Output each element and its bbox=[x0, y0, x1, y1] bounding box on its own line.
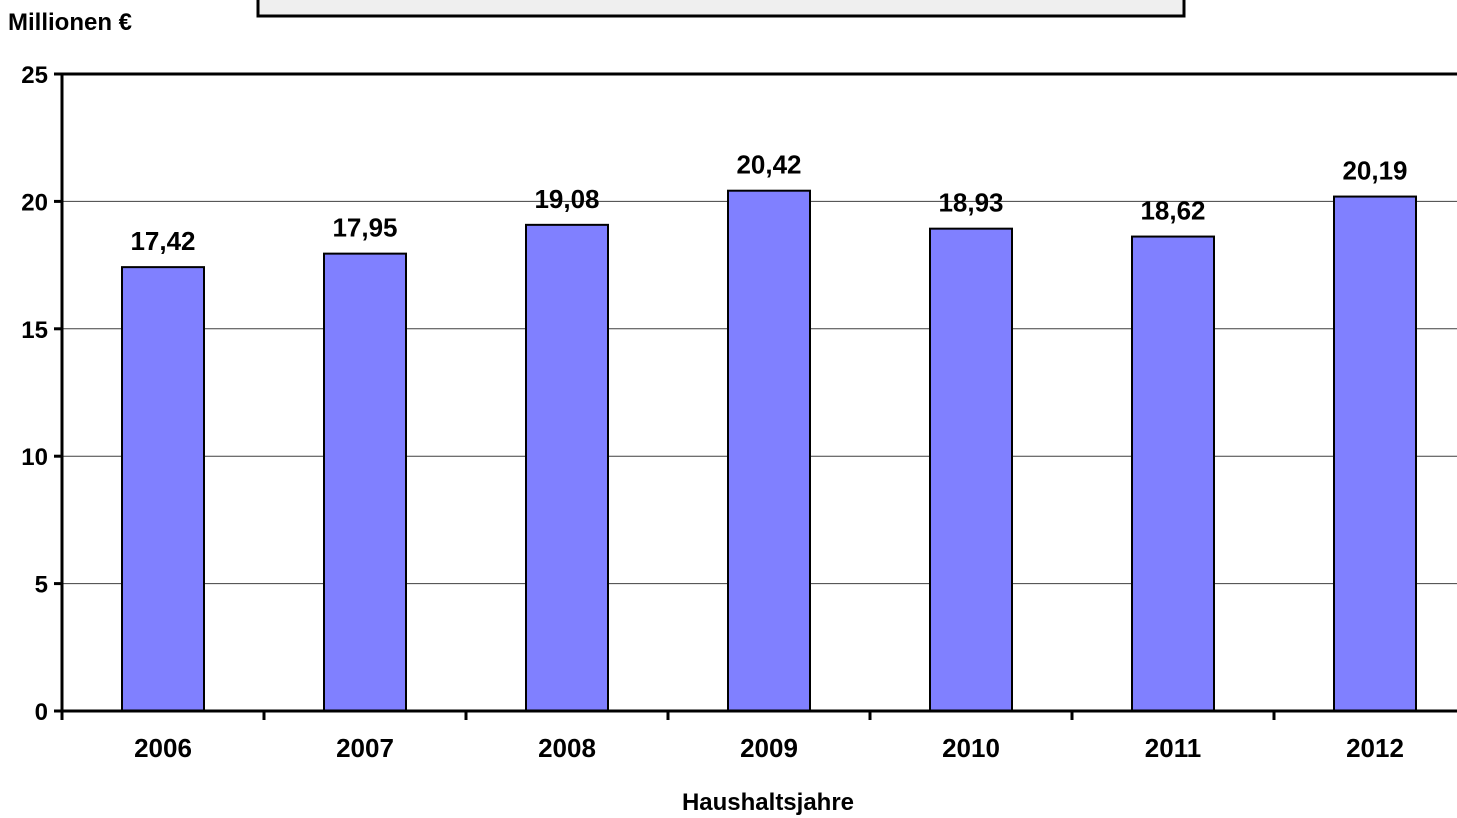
x-tick-label-2010: 2010 bbox=[942, 733, 1000, 763]
y-axis-title: Millionen € bbox=[8, 9, 132, 36]
x-tick-label-2009: 2009 bbox=[740, 733, 798, 763]
bar-2006 bbox=[121, 266, 205, 712]
y-tick-label: 20 bbox=[21, 189, 48, 216]
y-tick-label: 0 bbox=[35, 699, 48, 726]
y-tick-label: 25 bbox=[21, 62, 48, 89]
bar-2009 bbox=[727, 189, 811, 712]
bar-2012 bbox=[1333, 195, 1417, 713]
data-label-2008: 19,08 bbox=[534, 184, 599, 214]
data-label-2012: 20,19 bbox=[1342, 156, 1407, 186]
bar-2008 bbox=[525, 223, 609, 712]
axes bbox=[54, 72, 1457, 720]
bar-2010 bbox=[929, 227, 1013, 712]
y-tick-label: 5 bbox=[35, 572, 48, 599]
data-label-2009: 20,42 bbox=[736, 150, 801, 180]
x-axis-title: Haushaltsjahre bbox=[682, 789, 854, 816]
x-tick-label-2012: 2012 bbox=[1346, 733, 1404, 763]
x-tick-label-2006: 2006 bbox=[134, 733, 192, 763]
bar-2007 bbox=[323, 252, 407, 712]
bar-2011 bbox=[1131, 235, 1215, 712]
x-tick-label-2008: 2008 bbox=[538, 733, 596, 763]
data-label-2011: 18,62 bbox=[1140, 196, 1205, 226]
y-tick-label: 15 bbox=[21, 317, 48, 344]
data-label-2007: 17,95 bbox=[332, 213, 397, 243]
data-label-2010: 18,93 bbox=[938, 188, 1003, 218]
header-box bbox=[256, 0, 1186, 18]
labels: 0 5 10 15 20 25 17,42 2006 17,95 2007 19,08 2008 20,… bbox=[21, 62, 1407, 763]
y-tick-label: 10 bbox=[21, 444, 48, 471]
x-tick-label-2011: 2011 bbox=[1145, 733, 1201, 763]
bars bbox=[121, 189, 1417, 713]
data-label-2006: 17,42 bbox=[130, 226, 195, 256]
x-tick-label-2007: 2007 bbox=[336, 733, 394, 763]
